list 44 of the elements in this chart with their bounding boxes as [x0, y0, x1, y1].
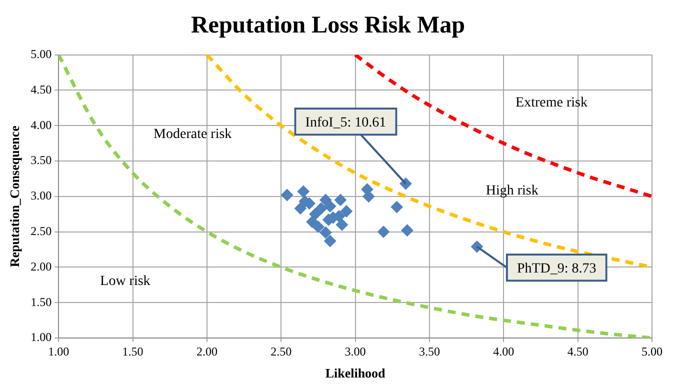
x-tick-label: 3.00 [344, 344, 366, 358]
point [320, 226, 332, 239]
point [315, 202, 328, 214]
annotation: InfoI_5: 10.61 [305, 115, 386, 130]
annotation: High risk [486, 183, 538, 198]
point [297, 185, 310, 198]
point [309, 208, 322, 220]
annotation: Extreme risk [516, 96, 588, 111]
x-tick-label: 5.00 [642, 344, 662, 358]
annotation: PhTD_9: 8.73 [516, 261, 596, 276]
chart-title: Reputation Loss Risk Map [190, 12, 466, 39]
y-tick-label: 4.50 [30, 82, 52, 96]
y-tick-label: 2.50 [30, 224, 52, 238]
point [390, 201, 403, 214]
point [294, 202, 306, 214]
point [324, 235, 336, 248]
y-axis-title: Reputation_Consequence [7, 125, 22, 268]
y-tick-label: 5.00 [30, 46, 52, 61]
point [401, 224, 414, 236]
point [312, 220, 324, 233]
point [340, 205, 352, 218]
annotation: Moderate risk [154, 126, 232, 142]
y-tick-label: 4.00 [30, 118, 52, 132]
point [324, 200, 336, 212]
x-axis-title: Likelihood [325, 366, 386, 381]
y-tick-label: 1.50 [30, 294, 52, 309]
y-tick-label: 3.00 [30, 188, 52, 203]
point [281, 188, 294, 201]
x-tick-label: 4.50 [567, 344, 588, 358]
point [377, 226, 390, 238]
x-tick-label: 2.00 [196, 344, 218, 358]
y-tick-label: 3.50 [30, 153, 52, 168]
point [334, 194, 346, 206]
annotation: Low risk [100, 274, 150, 290]
point [320, 194, 332, 206]
x-tick-label: 2.50 [270, 344, 292, 358]
line-series [354, 54, 652, 198]
x-tick-label: 4.00 [493, 344, 514, 358]
y-tick-label: 2.00 [30, 259, 52, 274]
point [336, 218, 348, 231]
x-tick-label: 3.50 [418, 344, 440, 358]
x-tick-label: 1.00 [48, 344, 70, 358]
x-tick-label: 1.50 [122, 344, 144, 358]
y-tick-label: 1.00 [30, 330, 52, 344]
